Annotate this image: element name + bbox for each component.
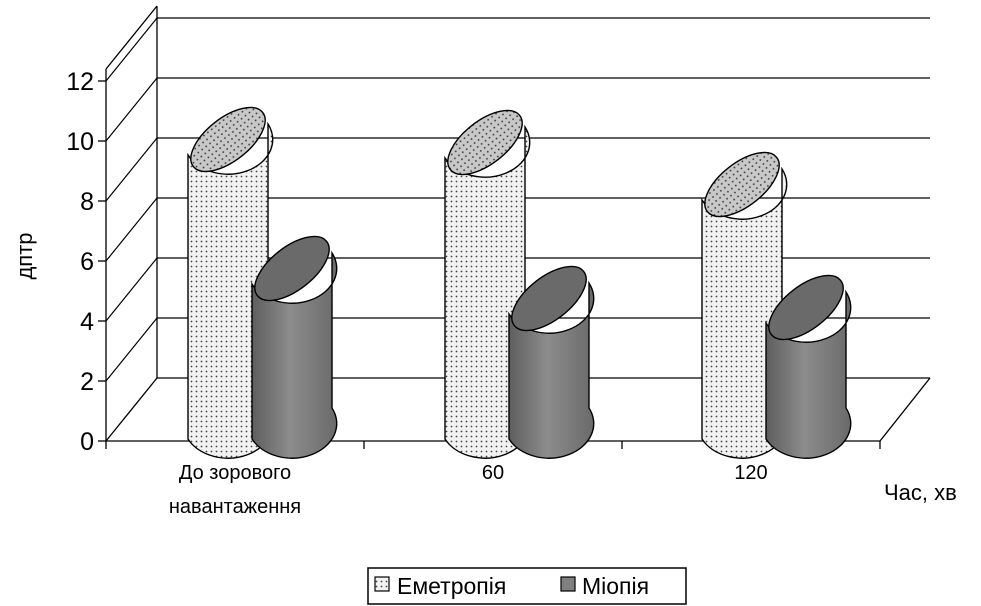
cylinder-body [765,289,852,459]
cylinder-top [768,274,844,341]
y-tick-label: 2 [80,368,94,396]
gridline-side [105,137,158,202]
gridline-side [105,77,158,142]
cylinder-miopia [508,265,595,459]
cylinder-body [251,250,338,459]
cylinder-miopia [765,274,852,459]
cylinder-top [254,235,330,302]
x-category-label: навантаження [169,496,301,518]
gridline-side [105,257,158,322]
x-category-label: До зорового [179,462,291,484]
legend-swatch-emetropia [374,576,390,592]
bars [187,106,852,459]
cylinder-top [704,151,780,218]
x-axis-title: Час, хв [884,480,957,505]
y-tick-label: 12 [66,68,94,96]
legend-label-miopia: Міопія [582,573,649,599]
cylinder-body [508,280,595,459]
x-axis: До зорового навантаження 60 120 [105,441,881,518]
y-tick-label: 0 [80,428,94,456]
cylinder-top [447,109,523,176]
x-category-label: 60 [482,462,504,484]
x-category-label: 120 [734,462,767,484]
legend-swatch-miopia [560,576,576,592]
y-tick-label: 4 [80,308,94,336]
floor-side-edge [105,377,158,442]
gridline-side [105,197,158,262]
y-tick-label: 8 [80,188,94,216]
cylinder-miopia [251,235,338,459]
gridline-side [105,17,158,82]
y-tick-label: 6 [80,248,94,276]
legend: Еметропія Міопія [367,567,687,605]
cylinder-top [511,265,587,332]
y-axis-title: дптр [12,232,37,279]
gridline-side [105,317,158,382]
y-axis: 0 2 4 6 8 10 12 [66,68,106,456]
legend-box [367,567,687,605]
cylinder-top [190,106,266,173]
y-tick-label: 10 [66,128,94,156]
legend-label-emetropia: Еметропія [397,573,506,599]
side-wall-top-edge [105,5,158,70]
